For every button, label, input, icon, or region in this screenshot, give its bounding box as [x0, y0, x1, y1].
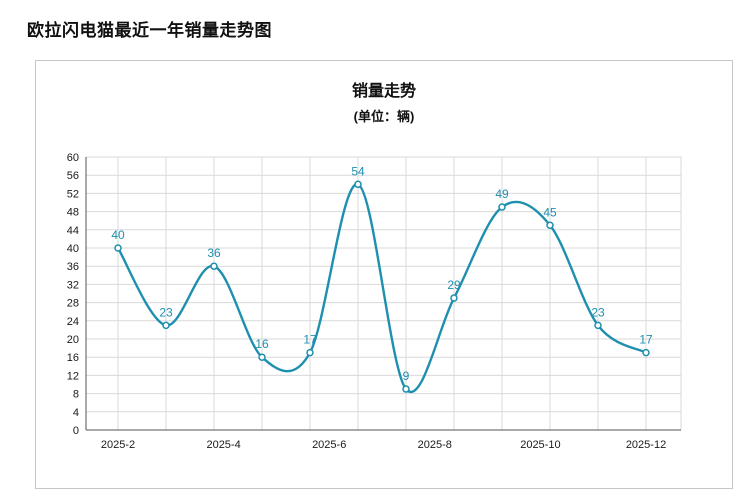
svg-text:54: 54: [351, 164, 365, 178]
svg-text:16: 16: [255, 337, 269, 351]
chart-header: 销量走势 (单位：辆): [36, 77, 732, 125]
svg-text:36: 36: [207, 246, 221, 260]
svg-text:2025-4: 2025-4: [206, 439, 240, 451]
svg-text:20: 20: [67, 334, 79, 346]
svg-text:17: 17: [639, 333, 653, 347]
svg-text:17: 17: [303, 333, 317, 347]
svg-text:29: 29: [447, 278, 461, 292]
svg-text:12: 12: [67, 370, 79, 382]
svg-text:52: 52: [67, 188, 79, 200]
chart-subtitle: (单位：辆): [353, 109, 415, 124]
svg-text:48: 48: [67, 207, 79, 219]
chart-panel: 销量走势 (单位：辆) 0 4 8 12 16 20 24 28 32 36 40 44 48 52 56 6…: [35, 60, 733, 489]
svg-text:24: 24: [67, 316, 79, 328]
svg-text:8: 8: [73, 389, 79, 401]
svg-text:2025-6: 2025-6: [312, 439, 346, 451]
svg-text:16: 16: [67, 352, 79, 364]
page-title: 欧拉闪电猫最近一年销量走势图: [27, 21, 272, 40]
svg-text:2025-2: 2025-2: [101, 439, 135, 451]
svg-text:40: 40: [111, 228, 125, 242]
svg-text:9: 9: [403, 369, 410, 383]
svg-text:49: 49: [495, 187, 509, 201]
svg-text:23: 23: [591, 305, 605, 319]
svg-text:2025-10: 2025-10: [520, 439, 560, 451]
svg-text:44: 44: [67, 225, 79, 237]
svg-text:32: 32: [67, 279, 79, 291]
svg-text:56: 56: [67, 170, 79, 182]
svg-text:2025-8: 2025-8: [418, 439, 452, 451]
svg-text:45: 45: [543, 205, 557, 219]
svg-text:4: 4: [73, 407, 79, 419]
svg-text:60: 60: [67, 152, 79, 164]
svg-text:40: 40: [67, 243, 79, 255]
svg-text:23: 23: [159, 305, 173, 319]
svg-text:0: 0: [73, 425, 79, 437]
chart-title: 销量走势: [351, 83, 416, 100]
svg-text:36: 36: [67, 261, 79, 273]
svg-text:2025-12: 2025-12: [626, 439, 666, 451]
svg-text:28: 28: [67, 298, 79, 310]
